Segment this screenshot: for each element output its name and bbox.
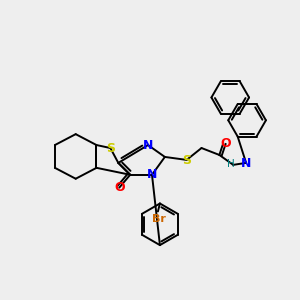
Text: N: N bbox=[143, 139, 153, 152]
Text: O: O bbox=[220, 136, 231, 150]
Text: N: N bbox=[241, 158, 251, 170]
Text: H: H bbox=[227, 159, 235, 169]
Text: Br: Br bbox=[152, 214, 166, 224]
Text: O: O bbox=[114, 181, 124, 194]
Text: S: S bbox=[106, 142, 115, 154]
Text: N: N bbox=[147, 168, 157, 181]
Text: S: S bbox=[182, 154, 191, 167]
